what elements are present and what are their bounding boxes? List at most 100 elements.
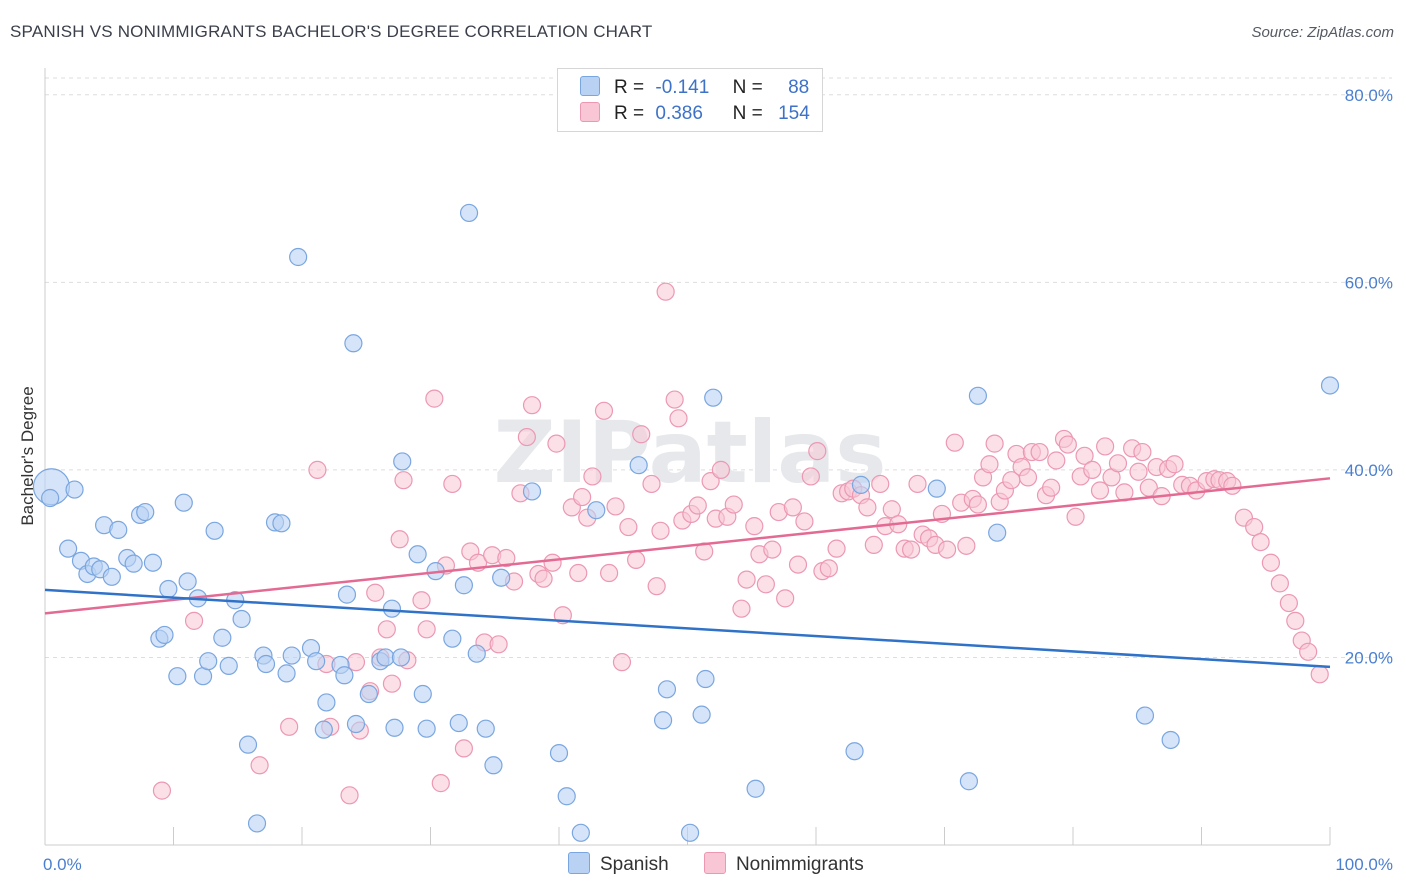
nonimmigrants-point bbox=[756, 575, 775, 594]
nonimmigrants-point bbox=[522, 396, 542, 415]
spanish-point bbox=[102, 567, 121, 586]
nonimmigrants-point bbox=[543, 553, 562, 572]
spanish-point bbox=[443, 629, 462, 648]
nonimmigrants-point bbox=[980, 455, 999, 474]
spanish-point bbox=[59, 539, 78, 558]
spanish-point bbox=[124, 554, 143, 573]
nonimmigrants-point bbox=[665, 390, 684, 409]
spanish-point bbox=[696, 669, 715, 689]
nonimmigrants-point bbox=[1133, 442, 1152, 462]
spanish-point bbox=[692, 705, 711, 724]
spanish-point bbox=[168, 667, 187, 686]
nonimmigrants-point bbox=[619, 517, 638, 537]
nonimmigrants-point bbox=[569, 563, 588, 583]
spanish-point bbox=[232, 609, 251, 629]
nonimmigrants-point bbox=[1018, 468, 1038, 487]
nonimmigrants-point bbox=[573, 487, 592, 507]
nonimmigrants-point bbox=[651, 521, 670, 540]
spanish-point bbox=[359, 684, 378, 704]
spanish-legend-label: Spanish bbox=[600, 854, 669, 875]
nonimmigrants-point bbox=[382, 674, 402, 693]
nonimmigrants-point bbox=[431, 774, 450, 793]
nonimmigrants-point bbox=[626, 550, 646, 570]
spanish-point bbox=[219, 656, 238, 675]
spanish-point bbox=[680, 823, 700, 842]
spanish-point bbox=[467, 644, 486, 663]
spanish-point bbox=[587, 501, 606, 520]
spanish-point bbox=[629, 456, 648, 475]
legend-n-label: N = bbox=[732, 103, 763, 124]
nonimmigrants-trend-line bbox=[44, 477, 1331, 615]
nonimmigrants-point bbox=[908, 474, 927, 494]
spanish-point bbox=[417, 719, 436, 738]
tick-labels: 20.0% 40.0% 60.0% 80.0% 0.0% 100.0% bbox=[43, 86, 1393, 874]
nonimmigrants-point bbox=[606, 497, 625, 516]
spanish-point bbox=[256, 654, 276, 674]
nonimmigrants-point bbox=[600, 563, 619, 583]
nonimmigrants-point bbox=[340, 786, 359, 805]
nonimmigrants-point bbox=[1299, 642, 1318, 661]
spanish-point bbox=[238, 735, 258, 754]
nonimmigrants-point bbox=[776, 589, 795, 608]
series-legend: Spanish Nonimmigrants bbox=[568, 852, 894, 876]
spanish-point bbox=[476, 719, 495, 738]
series-legend-nonimmigrants: Nonimmigrants bbox=[703, 852, 864, 875]
nonimmigrants-point bbox=[1075, 446, 1094, 465]
nonimmigrants-point bbox=[858, 498, 877, 517]
spanish-point bbox=[314, 720, 333, 739]
spanish-point bbox=[65, 480, 84, 499]
spanish-point bbox=[282, 646, 301, 665]
nonimmigrants-point bbox=[1251, 532, 1270, 552]
nonimmigrants-point bbox=[394, 471, 413, 490]
nonimmigrants-point bbox=[642, 474, 661, 494]
nonimmigrants-legend-swatch bbox=[703, 852, 726, 874]
spanish-point bbox=[289, 247, 308, 267]
nonimmigrants-point bbox=[808, 442, 827, 461]
nonimmigrants-point bbox=[882, 500, 901, 519]
spanish-point bbox=[307, 652, 326, 671]
spanish-points bbox=[32, 203, 1340, 842]
nonimmigrants-point bbox=[366, 583, 385, 602]
nonimmigrants-point bbox=[701, 472, 720, 491]
nonimmigrants-point bbox=[1030, 442, 1049, 462]
nonimmigrants-point bbox=[184, 611, 204, 630]
nonimmigrants-point bbox=[1083, 460, 1102, 479]
nonimmigrants-point bbox=[968, 495, 988, 514]
nonimmigrants-point bbox=[417, 620, 436, 639]
nonimmigrants-point bbox=[737, 570, 756, 589]
spanish-point bbox=[449, 713, 468, 733]
spanish-point bbox=[143, 553, 163, 572]
nonimmigrants-point bbox=[945, 433, 964, 452]
spanish-point bbox=[317, 693, 336, 712]
spanish-point bbox=[247, 814, 267, 833]
spanish-point bbox=[376, 648, 395, 667]
spanish-point bbox=[484, 756, 503, 775]
nonimmigrants-point bbox=[1042, 478, 1061, 497]
spanish-point bbox=[382, 599, 402, 618]
nonimmigrants-point bbox=[489, 635, 508, 654]
spanish-point bbox=[272, 514, 291, 533]
spanish-point bbox=[344, 334, 363, 353]
nonimmigrants-point bbox=[783, 498, 802, 517]
series-legend-spanish: Spanish bbox=[568, 852, 674, 875]
spanish-point bbox=[1135, 706, 1155, 725]
spanish-point bbox=[459, 203, 479, 223]
nonimmigrants-point bbox=[443, 474, 462, 494]
nonimmigrants-point bbox=[795, 512, 814, 531]
nonimmigrants-point bbox=[547, 434, 566, 453]
nonimmigrants-point bbox=[647, 577, 666, 596]
nonimmigrants-point bbox=[985, 434, 1004, 453]
source-credit: Source: ZipAtlas.com bbox=[1251, 24, 1394, 41]
spanish-point bbox=[851, 475, 871, 494]
nonimmigrants-point bbox=[656, 282, 675, 301]
chart-title: SPANISH VS NONIMMIGRANTS BACHELOR'S DEGR… bbox=[10, 22, 653, 41]
nonimmigrants-point bbox=[957, 536, 976, 555]
nonimmigrants-point bbox=[724, 495, 743, 514]
nonimmigrants-point bbox=[1245, 517, 1264, 537]
spanish-point bbox=[335, 666, 354, 685]
spanish-point bbox=[1320, 376, 1340, 395]
spanish-point bbox=[178, 572, 197, 591]
nonimmigrants-point bbox=[1223, 476, 1242, 495]
y-tick-label: 40.0% bbox=[1345, 461, 1393, 480]
